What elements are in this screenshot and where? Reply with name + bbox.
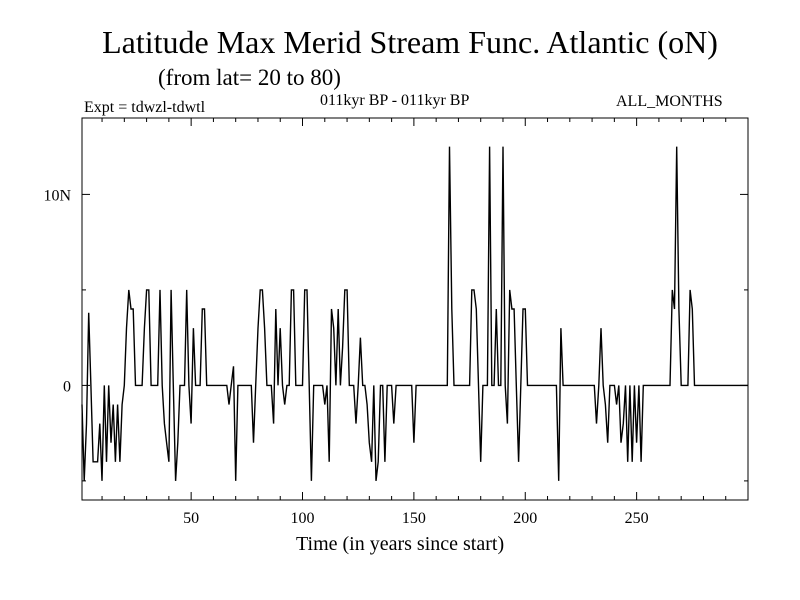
chart-title: Latitude Max Merid Stream Func. Atlantic… xyxy=(102,24,718,60)
data-series-line xyxy=(81,146,748,481)
chart-subtitle: (from lat= 20 to 80) xyxy=(158,65,341,90)
axis-ticks xyxy=(82,118,748,500)
x-tick-label: 100 xyxy=(291,510,315,527)
months-label: ALL_MONTHS xyxy=(616,93,723,110)
x-tick-label: 50 xyxy=(183,510,199,527)
x-tick-label: 150 xyxy=(402,510,426,527)
experiment-label: Expt = tdwzl-tdwtl xyxy=(84,99,206,116)
y-tick-label: 10N xyxy=(43,187,71,204)
y-tick-label: 0 xyxy=(63,378,71,395)
axis-tick-labels: 50 100 150 200 250 0 10N xyxy=(43,187,648,527)
x-tick-label: 250 xyxy=(625,510,649,527)
period-label: 011kyr BP - 011kyr BP xyxy=(320,92,470,109)
plot-frame xyxy=(81,117,749,501)
x-tick-label: 200 xyxy=(513,510,537,527)
x-axis-label: Time (in years since start) xyxy=(296,533,505,555)
